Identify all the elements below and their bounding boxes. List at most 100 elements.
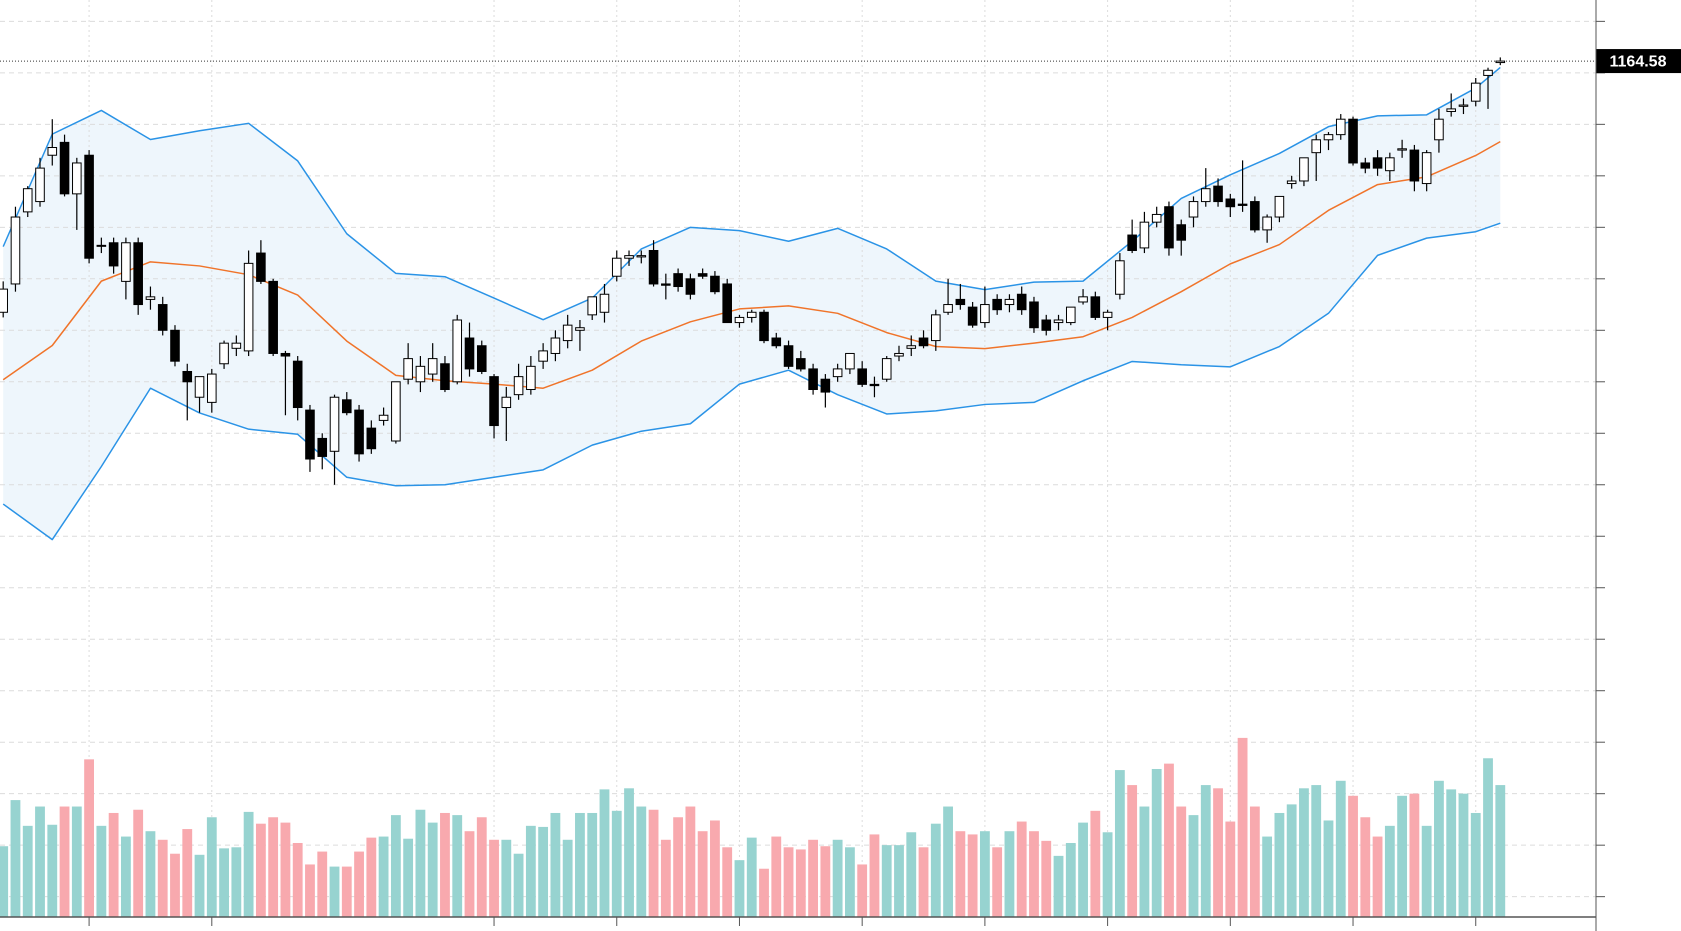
last-price-label: 1164.58 <box>1610 53 1667 70</box>
candle-body <box>108 242 119 267</box>
candle-body <box>268 280 278 354</box>
candle-body <box>881 358 892 380</box>
volume-bar <box>378 836 389 917</box>
candle-body <box>1102 311 1113 318</box>
volume-bar <box>108 812 119 917</box>
volume-bar <box>280 822 291 917</box>
candle-body <box>636 255 647 258</box>
volume-bar <box>783 847 794 917</box>
volume-bar <box>231 847 242 917</box>
candle-body <box>722 283 732 324</box>
candle-body <box>648 249 659 285</box>
volume-bar <box>1421 825 1432 917</box>
candle-body <box>1250 201 1260 231</box>
candle-body <box>182 370 193 383</box>
volume-bar <box>47 824 58 917</box>
candle-body <box>366 427 377 450</box>
volume-bar <box>795 849 806 917</box>
candle-body <box>22 188 33 213</box>
candle-body <box>685 278 696 295</box>
volume-bar <box>1458 793 1469 917</box>
candle-body <box>1286 180 1297 185</box>
volume-bar <box>1188 815 1199 917</box>
volume-bar <box>808 839 819 917</box>
volume-bar <box>157 839 168 917</box>
volume-bar <box>710 820 720 917</box>
volume-bar <box>599 789 610 917</box>
candle-body <box>980 304 990 324</box>
volume-bar <box>170 853 180 917</box>
volume-bar <box>268 817 279 917</box>
candle-body <box>550 337 561 354</box>
volume-bar <box>84 759 94 917</box>
candle-body <box>845 352 855 370</box>
candle-body <box>170 329 180 362</box>
candle-body <box>1274 195 1285 218</box>
candle-body <box>1335 118 1346 136</box>
candle-body <box>35 167 45 203</box>
candle-body <box>611 257 622 277</box>
candle-body <box>931 314 941 342</box>
volume-bar <box>918 847 929 917</box>
volume-bar <box>734 860 745 917</box>
volume-bar <box>1029 831 1039 917</box>
volume-bar <box>1065 842 1076 917</box>
candle-body <box>1372 157 1383 169</box>
volume-bar <box>489 839 499 917</box>
candle-body <box>759 311 769 342</box>
candle-body <box>1213 185 1223 203</box>
candle-body <box>1078 296 1088 303</box>
volume-bar <box>501 839 512 917</box>
volume-bar <box>697 831 708 917</box>
candle-body <box>796 358 806 370</box>
volume-bar <box>992 847 1003 917</box>
candle-body <box>575 327 585 331</box>
candle-body <box>219 342 229 365</box>
volume-bar <box>562 839 573 917</box>
volume-bar <box>194 854 205 917</box>
band-fill <box>3 67 1501 540</box>
candle-body <box>1470 82 1481 102</box>
volume-bar <box>1127 785 1138 917</box>
volume-bar <box>305 864 315 917</box>
candle-body <box>1311 139 1322 154</box>
volume-bar <box>722 847 733 917</box>
candle-body <box>256 252 266 282</box>
volume-bar <box>22 825 33 917</box>
volume-bar <box>219 848 229 917</box>
volume-bar <box>1348 795 1358 917</box>
candle-body <box>1225 198 1236 208</box>
candle-body <box>894 352 904 357</box>
candle-body <box>1151 213 1162 223</box>
volume-bar <box>452 815 463 917</box>
volume-bar <box>35 806 45 917</box>
volume-bar <box>292 842 303 917</box>
volume-bar <box>329 866 340 917</box>
candle-body <box>661 283 671 286</box>
volume-bar <box>1139 806 1150 917</box>
volume-bar <box>1274 812 1285 917</box>
volume-bar <box>255 823 266 917</box>
candle-body <box>292 360 303 409</box>
volume-bar <box>624 788 634 917</box>
volume-bar <box>1164 763 1174 917</box>
lower-band <box>2 222 1501 541</box>
volume-bar <box>930 823 941 917</box>
volume-bar <box>440 812 450 917</box>
volume-bar <box>1078 822 1088 917</box>
volume-bar <box>771 836 782 917</box>
volume-bar <box>96 825 107 917</box>
volume-bar <box>133 809 144 917</box>
volume-bar <box>979 831 990 917</box>
volume-bar <box>1237 737 1248 917</box>
candle-body <box>1053 319 1064 324</box>
volume-bar <box>1151 768 1162 917</box>
volume-bar <box>366 837 377 917</box>
volume-bar <box>390 815 401 917</box>
candle-body <box>906 345 917 349</box>
candle-body <box>1090 296 1101 318</box>
volume-bar <box>0 846 9 917</box>
volume-bar <box>1384 825 1395 917</box>
volume-bar <box>354 851 364 917</box>
candle-body <box>1041 319 1052 331</box>
